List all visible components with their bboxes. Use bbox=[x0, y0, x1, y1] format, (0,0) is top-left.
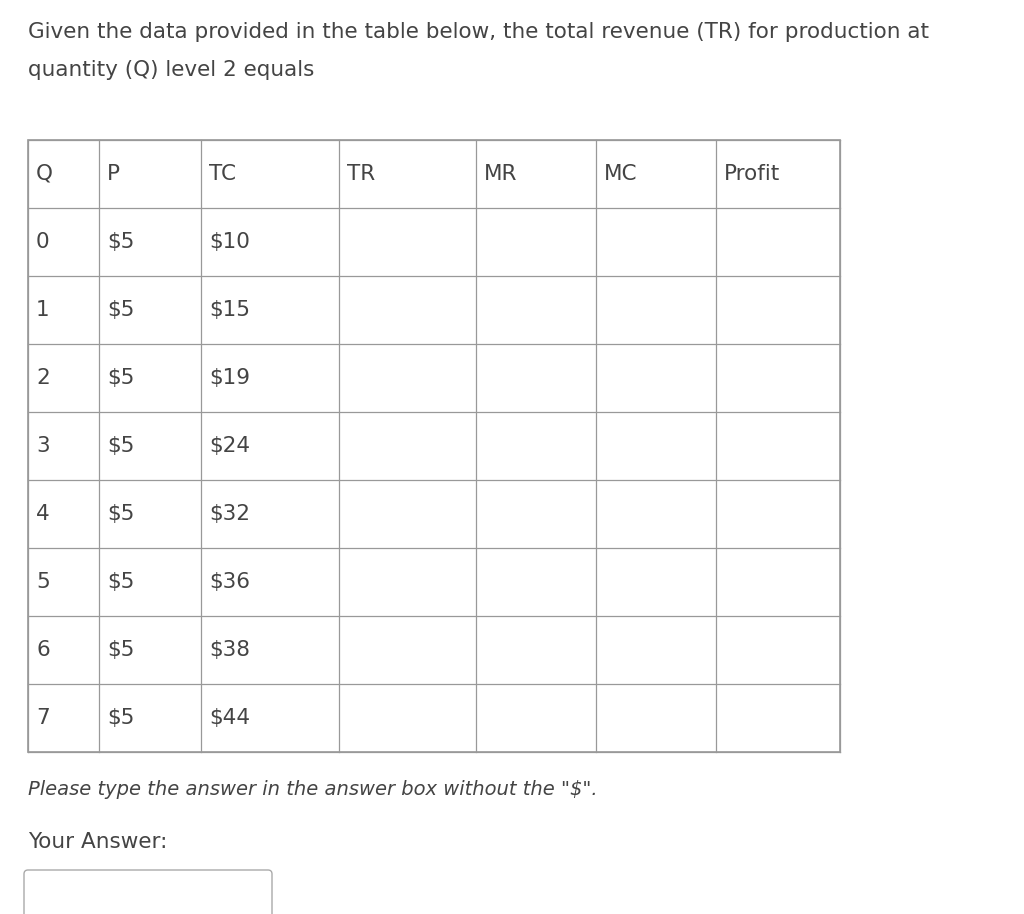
Text: 0: 0 bbox=[36, 232, 49, 252]
Text: $5: $5 bbox=[106, 708, 134, 728]
Text: $15: $15 bbox=[209, 300, 250, 320]
Bar bbox=[28, 140, 840, 752]
Text: $19: $19 bbox=[209, 368, 250, 388]
Text: Q: Q bbox=[36, 164, 53, 184]
Text: TC: TC bbox=[209, 164, 237, 184]
Text: $5: $5 bbox=[106, 368, 134, 388]
Text: $5: $5 bbox=[106, 232, 134, 252]
Text: 6: 6 bbox=[36, 640, 50, 660]
Text: 5: 5 bbox=[36, 572, 50, 592]
Text: $32: $32 bbox=[209, 504, 250, 524]
Text: 7: 7 bbox=[36, 708, 50, 728]
Text: Please type the answer in the answer box without the "$".: Please type the answer in the answer box… bbox=[28, 780, 598, 799]
Text: $24: $24 bbox=[209, 436, 250, 456]
Text: MR: MR bbox=[484, 164, 518, 184]
Text: $5: $5 bbox=[106, 640, 134, 660]
Text: P: P bbox=[106, 164, 120, 184]
Text: Your Answer:: Your Answer: bbox=[28, 832, 167, 852]
Text: Given the data provided in the table below, the total revenue (TR) for productio: Given the data provided in the table bel… bbox=[28, 22, 929, 42]
Text: Profit: Profit bbox=[724, 164, 780, 184]
Text: $38: $38 bbox=[209, 640, 250, 660]
Text: 1: 1 bbox=[36, 300, 49, 320]
Text: 4: 4 bbox=[36, 504, 50, 524]
Text: MC: MC bbox=[604, 164, 638, 184]
Text: $44: $44 bbox=[209, 708, 250, 728]
Text: $10: $10 bbox=[209, 232, 250, 252]
Text: $5: $5 bbox=[106, 572, 134, 592]
Text: $5: $5 bbox=[106, 300, 134, 320]
FancyBboxPatch shape bbox=[24, 870, 272, 914]
Text: $36: $36 bbox=[209, 572, 250, 592]
Text: 3: 3 bbox=[36, 436, 49, 456]
Text: 2: 2 bbox=[36, 368, 50, 388]
Text: quantity (Q) level 2 equals: quantity (Q) level 2 equals bbox=[28, 60, 314, 80]
Text: $5: $5 bbox=[106, 504, 134, 524]
Text: $5: $5 bbox=[106, 436, 134, 456]
Text: TR: TR bbox=[346, 164, 375, 184]
